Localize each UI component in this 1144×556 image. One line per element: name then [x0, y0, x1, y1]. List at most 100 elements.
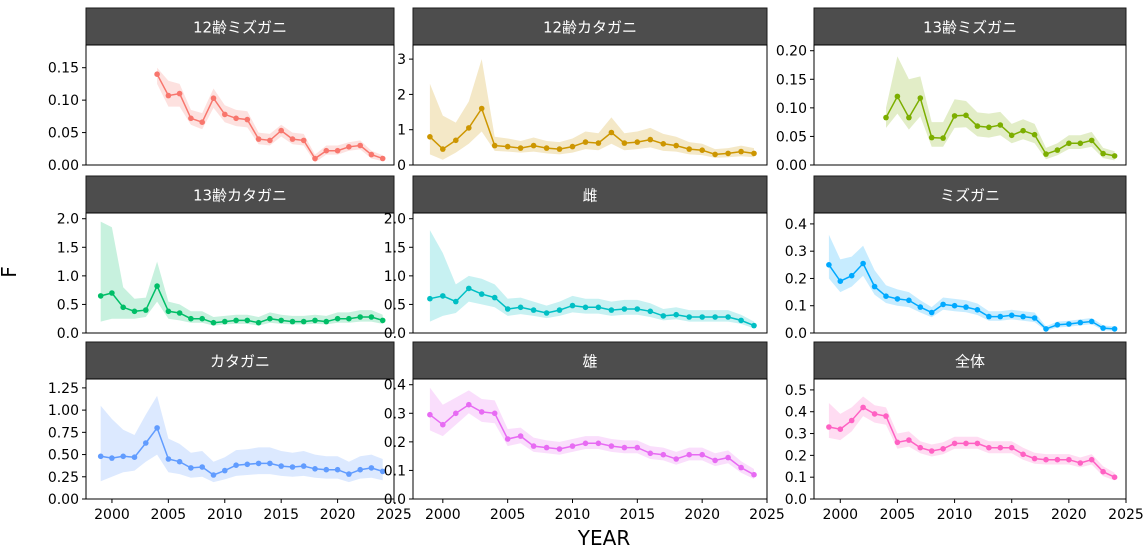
data-point [120, 453, 126, 460]
data-point [154, 425, 160, 431]
panel-border [85, 378, 395, 500]
data-point [582, 440, 589, 447]
x-tick-label: 2020 [1051, 507, 1087, 523]
data-point [199, 315, 205, 322]
y-tick-label: 0.00 [48, 158, 79, 174]
y-tick-label: 0.4 [785, 405, 807, 421]
data-point [210, 472, 217, 478]
data-point [556, 146, 563, 152]
data-point [517, 433, 524, 439]
data-point [244, 461, 251, 468]
data-point [1043, 326, 1049, 332]
data-point [826, 262, 832, 268]
y-tick-label: 0.75 [48, 425, 79, 441]
y-tick-label: 0.2 [785, 448, 807, 464]
data-point [699, 147, 705, 153]
data-point [1031, 131, 1038, 138]
data-point [131, 454, 138, 461]
data-point [312, 155, 318, 162]
confidence-band [100, 221, 383, 326]
panel-border [412, 378, 768, 500]
data-point [569, 443, 576, 449]
data-point [379, 317, 386, 324]
data-point [478, 105, 485, 112]
data-point [673, 142, 679, 149]
data-point [97, 453, 104, 460]
panel-border [813, 212, 1127, 334]
data-point [165, 456, 172, 462]
data-point [188, 115, 194, 122]
data-point [826, 424, 832, 430]
data-point [883, 114, 889, 121]
data-point [894, 93, 901, 100]
data-point [634, 139, 641, 145]
y-tick-label: 0.0 [785, 326, 807, 342]
data-point [368, 151, 375, 158]
x-axis-title: YEAR [577, 526, 631, 550]
data-point [951, 113, 958, 119]
y-tick-label: 1.00 [48, 403, 79, 419]
data-point [491, 142, 498, 149]
data-point [357, 466, 364, 473]
data-point [997, 444, 1004, 451]
panel-strip [813, 175, 1127, 214]
data-point [917, 304, 924, 310]
data-point [176, 90, 183, 97]
data-point [143, 440, 149, 446]
data-point [894, 439, 901, 446]
data-point [1066, 140, 1072, 147]
data-point [244, 317, 251, 324]
data-point [1020, 451, 1026, 458]
data-point [478, 291, 485, 297]
y-tick-label: 0.5 [57, 297, 79, 313]
data-point [530, 443, 537, 449]
data-point [686, 451, 692, 458]
data-point [751, 322, 757, 329]
data-point [300, 137, 307, 144]
panel-title: 13齢カタガニ [193, 187, 287, 205]
data-point [647, 450, 654, 457]
data-point [176, 310, 183, 316]
data-point [188, 315, 194, 322]
y-tick-label: 0.15 [776, 72, 807, 88]
panel-border [813, 378, 1127, 500]
data-point [379, 155, 386, 162]
data-point [608, 129, 615, 136]
confidence-band [828, 396, 1115, 481]
y-tick-label: 2.0 [384, 212, 406, 228]
data-point [323, 318, 330, 325]
data-point [120, 304, 126, 311]
data-point [222, 318, 228, 325]
data-point [289, 136, 296, 142]
panel-4: 13齢カタガニ 0.0 0.5 1.0 1.5 2.0 [57, 175, 395, 342]
data-point [530, 142, 537, 149]
confidence-band [429, 59, 754, 160]
data-point [346, 315, 352, 322]
data-point [1054, 456, 1061, 463]
data-point [143, 307, 149, 313]
y-tick-label: 0.20 [776, 44, 807, 60]
x-tick-label: 2020 [320, 507, 356, 523]
data-point [210, 319, 217, 326]
data-point [427, 134, 433, 140]
data-point [504, 143, 511, 150]
confidence-band [828, 234, 1115, 331]
y-tick-label: 2 [397, 87, 406, 103]
y-tick-label: 0.0 [384, 326, 406, 342]
panel-6: ミズガニ 0.0 0.1 0.2 0.3 0.4 [785, 175, 1127, 342]
x-tick-label: 2015 [994, 507, 1030, 523]
data-point [466, 125, 472, 131]
data-point [582, 139, 589, 145]
data-point [1054, 322, 1061, 328]
data-point [491, 410, 498, 417]
data-point [267, 315, 273, 322]
x-tick-label: 2000 [425, 507, 461, 523]
data-point [940, 135, 946, 141]
data-point [621, 306, 628, 312]
data-point [233, 462, 239, 469]
data-point [894, 296, 901, 302]
data-point [673, 311, 679, 318]
data-point [267, 137, 273, 144]
data-point [725, 314, 731, 320]
